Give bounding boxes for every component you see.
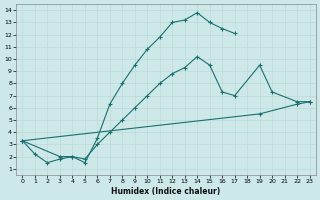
X-axis label: Humidex (Indice chaleur): Humidex (Indice chaleur)	[111, 187, 221, 196]
